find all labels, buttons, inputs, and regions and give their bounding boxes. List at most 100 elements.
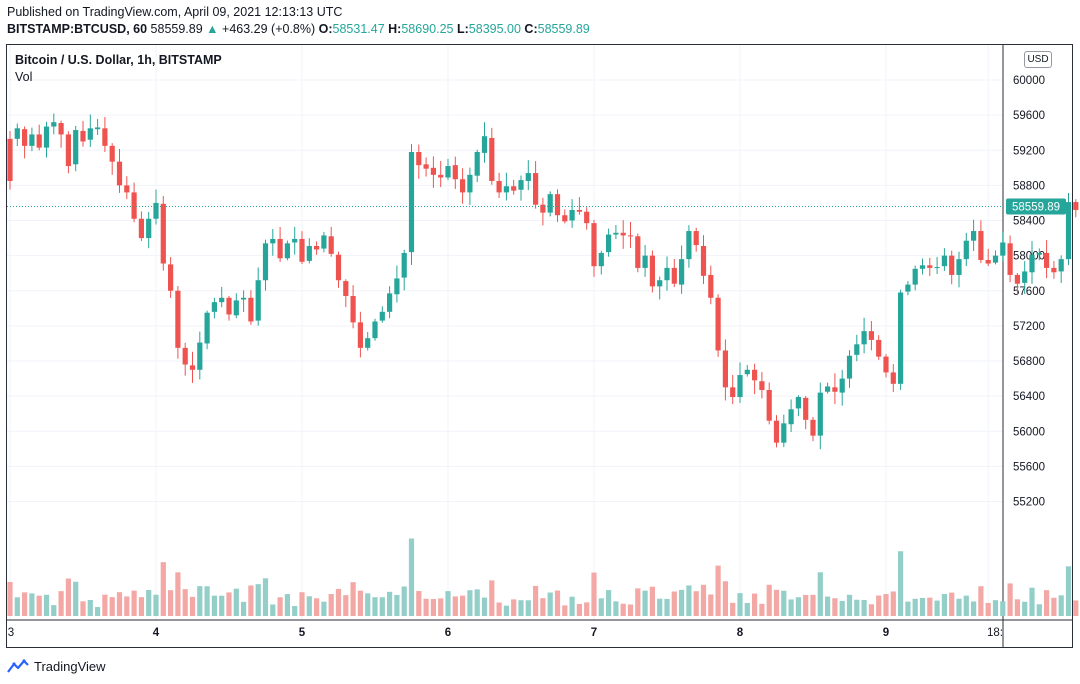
volume-bar — [379, 597, 385, 616]
candle-body — [7, 138, 13, 181]
high-value: 58690.25 — [401, 22, 454, 36]
candle-body — [277, 238, 283, 259]
candle-body — [452, 165, 458, 180]
price-axis-label: 59200 — [1013, 145, 1045, 157]
candle-body — [554, 194, 561, 216]
candle-body — [547, 194, 553, 213]
candle-body — [1000, 242, 1006, 256]
volume-bar — [306, 596, 312, 616]
volume-bar — [270, 604, 276, 616]
volume-bar — [394, 594, 400, 616]
volume-bar — [262, 578, 269, 616]
candle-body — [153, 202, 159, 219]
candle-body — [839, 378, 845, 393]
time-axis-label: 6 — [445, 627, 451, 639]
volume-bar — [1007, 583, 1013, 616]
candle-body — [248, 297, 254, 322]
volume-bar — [861, 599, 867, 616]
volume-bar — [284, 594, 290, 616]
volume-bar — [927, 597, 933, 616]
candle-body — [306, 245, 312, 261]
candle-body — [832, 387, 838, 392]
volume-bar — [832, 598, 838, 616]
candle-body — [284, 243, 290, 259]
volume-bar — [168, 590, 174, 616]
volume-bar — [642, 590, 648, 616]
volume-bar — [335, 588, 342, 616]
candle-body — [95, 127, 101, 130]
candle-body — [686, 231, 692, 260]
volume-bar — [138, 597, 144, 616]
volume-bar — [890, 591, 896, 616]
candle-body — [985, 260, 991, 264]
volume-bar — [715, 565, 721, 616]
price-axis-label: 59600 — [1013, 110, 1045, 122]
candle-body — [795, 397, 801, 409]
candle-body — [343, 281, 349, 297]
volume-bar — [693, 591, 699, 616]
volume-bar — [350, 582, 356, 616]
volume-bar — [1029, 587, 1035, 616]
currency-button[interactable]: USD — [1024, 51, 1052, 68]
volume-bar — [65, 578, 71, 616]
candle-body — [255, 280, 261, 321]
candle-body — [671, 267, 677, 284]
volume-bar — [109, 597, 115, 616]
time-axis-label: 8 — [737, 627, 744, 639]
volume-bar — [598, 598, 604, 616]
candle-body — [635, 236, 641, 268]
candle-body — [496, 180, 502, 193]
volume-bar — [781, 590, 787, 616]
candle-body — [22, 129, 28, 146]
volume-bar — [321, 601, 327, 616]
volume-bar — [817, 572, 823, 616]
volume-bar — [189, 596, 196, 616]
candle-body — [825, 386, 831, 392]
volume-bar — [569, 596, 575, 616]
volume-bar — [540, 598, 546, 616]
candle-body — [730, 387, 736, 398]
high-label: H: — [388, 22, 402, 36]
candle-body — [1036, 252, 1042, 255]
candle-body — [569, 209, 575, 221]
volume-bar — [430, 599, 436, 616]
candle-body — [511, 186, 517, 191]
volume-bar — [730, 602, 736, 616]
volume-bar — [131, 590, 137, 616]
volume-bar — [423, 598, 429, 616]
candle-body — [941, 255, 947, 267]
candle-body — [708, 274, 714, 298]
volume-bar — [584, 602, 590, 616]
price-axis-label: 56000 — [1013, 426, 1045, 438]
candle-body — [752, 369, 758, 381]
volume-bar — [1000, 601, 1006, 616]
candle-body — [430, 167, 436, 175]
candle-body — [29, 134, 35, 146]
volume-bar — [1051, 597, 1057, 616]
candle-body — [700, 245, 707, 276]
volume-bar — [292, 606, 298, 616]
candle-body — [971, 231, 977, 241]
volume-bar — [277, 597, 283, 616]
volume-bar — [474, 589, 480, 616]
volume-bar — [1036, 604, 1042, 616]
volume-bar — [1044, 590, 1050, 616]
volume-bar — [591, 572, 597, 616]
candle-body — [846, 355, 853, 379]
volume-bar — [766, 584, 772, 616]
volume-bar — [803, 594, 809, 616]
candle-body — [861, 331, 867, 345]
candle-body — [854, 344, 860, 355]
time-axis-label: 4 — [153, 627, 160, 639]
price-axis-label: 57600 — [1013, 286, 1045, 298]
price-axis-label: 55200 — [1013, 497, 1045, 509]
candle-body — [1058, 259, 1064, 272]
volume-bar — [460, 595, 466, 616]
candle-body — [116, 161, 123, 186]
tradingview-logo[interactable]: TradingView — [7, 657, 106, 675]
price-axis-label: 55600 — [1013, 461, 1045, 473]
candle-body — [934, 267, 940, 269]
candle-body — [365, 338, 371, 348]
time-axis-label: 5 — [299, 627, 306, 639]
